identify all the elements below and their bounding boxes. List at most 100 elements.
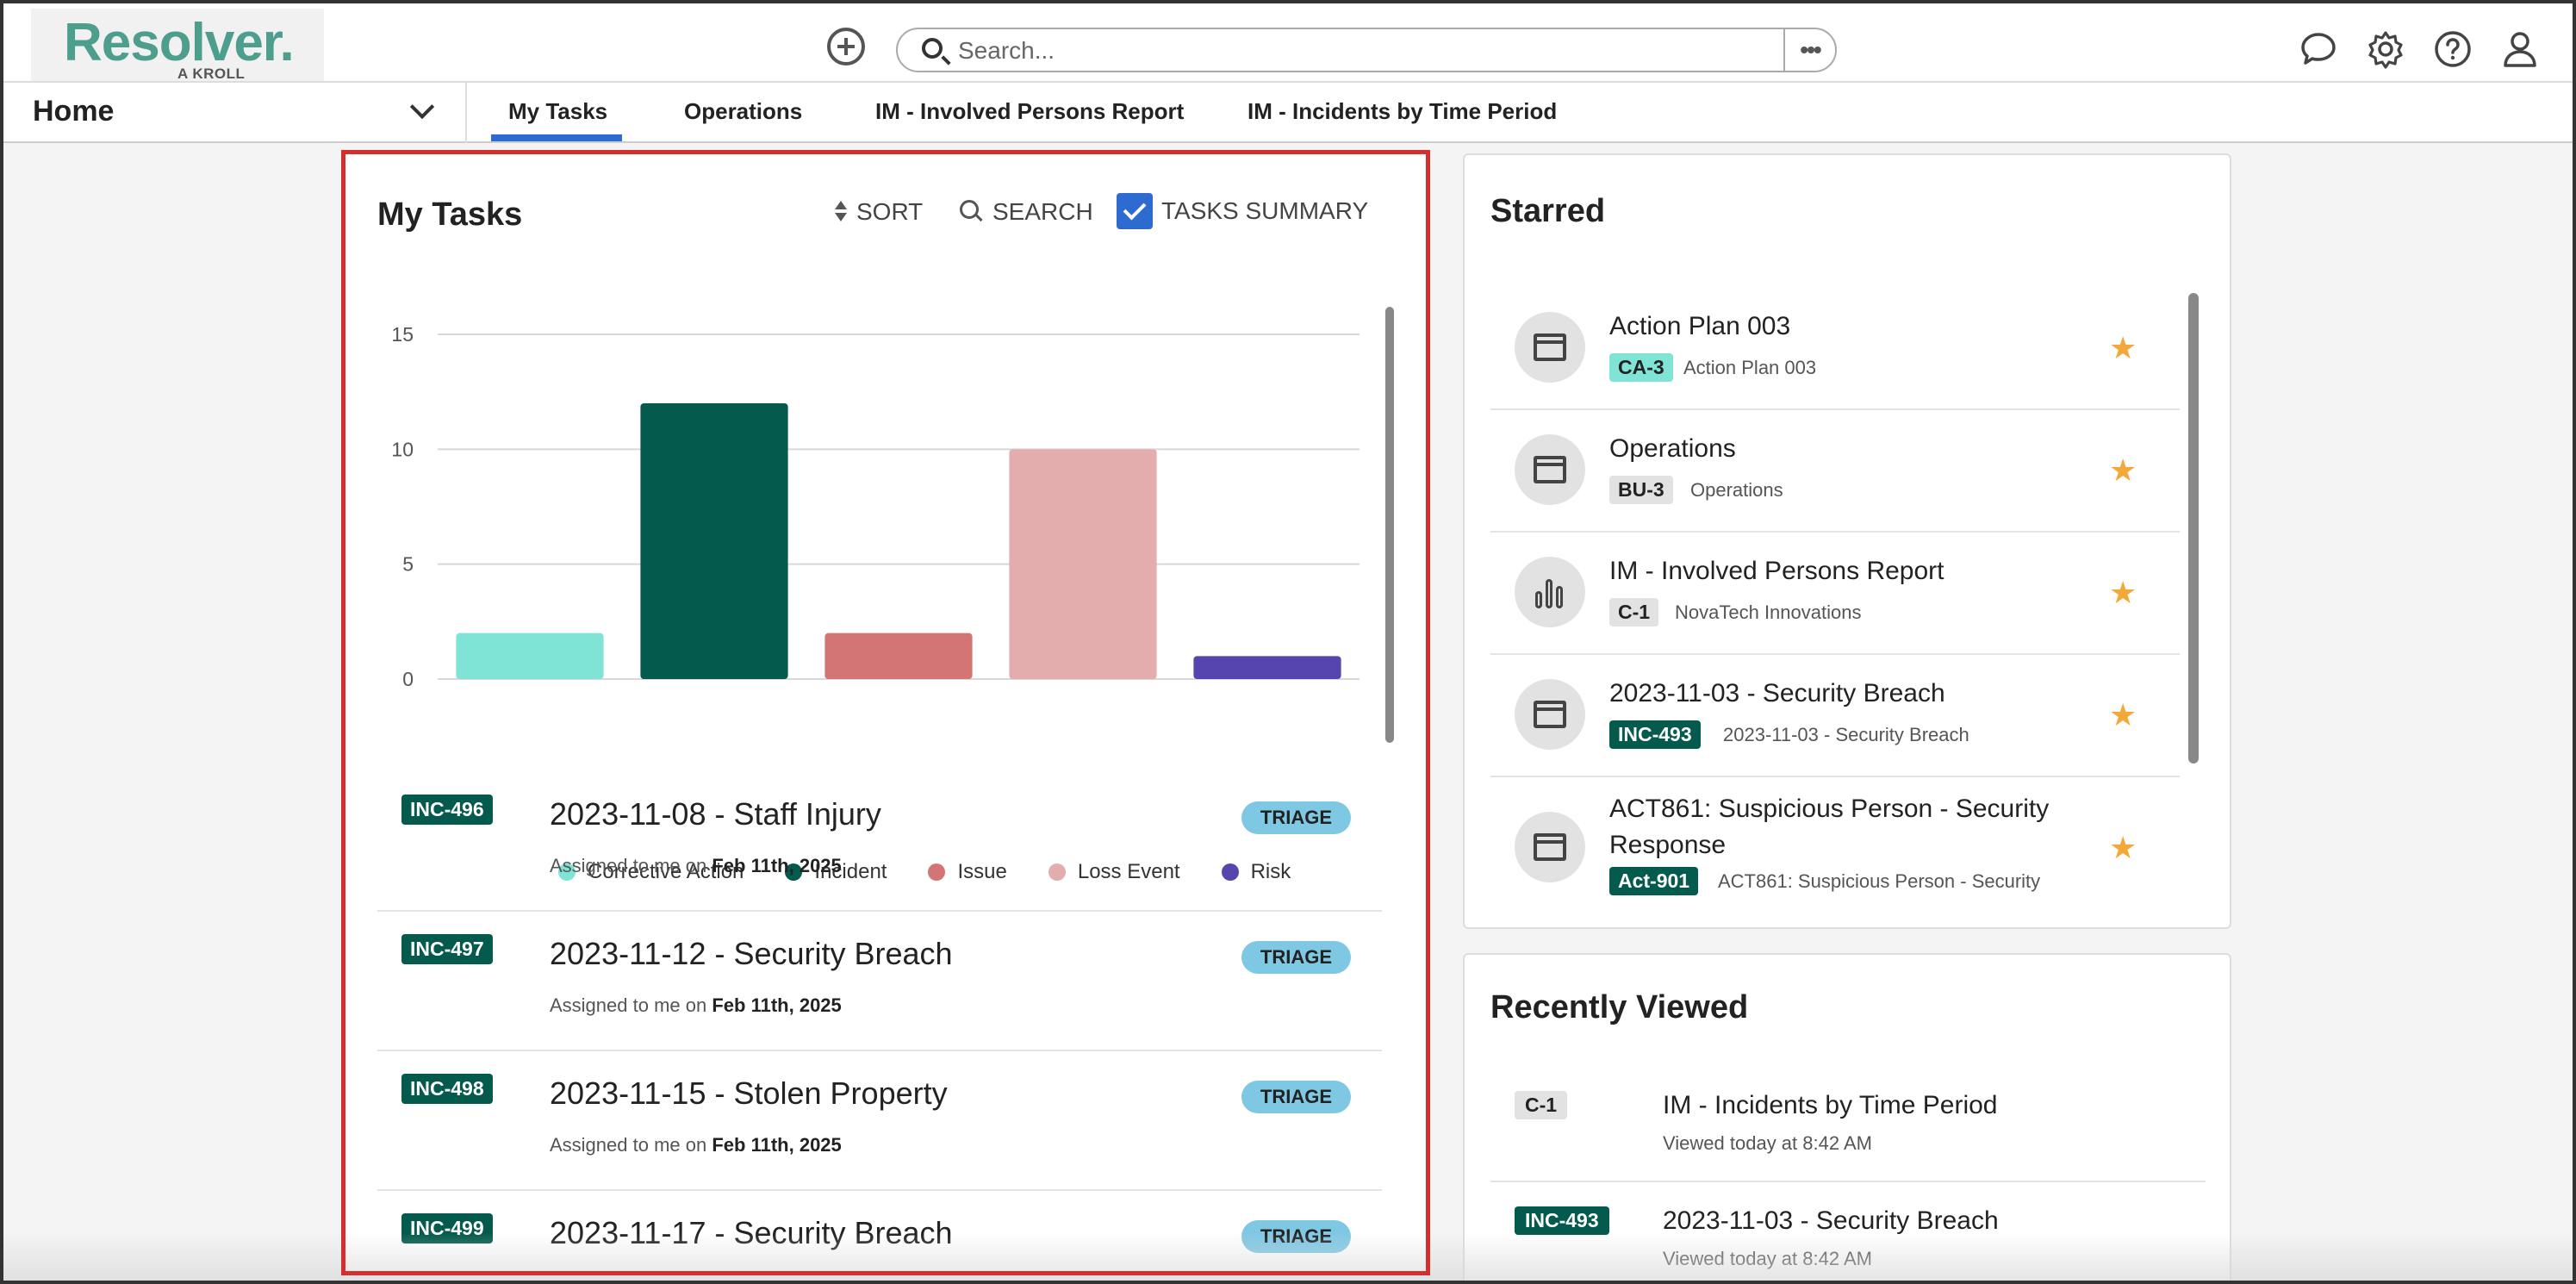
recent-item[interactable]: C-1 IM - Incidents by Time Period Viewed… <box>1490 1067 2206 1182</box>
task-code-badge: INC-497 <box>401 934 493 964</box>
legend-item[interactable]: Risk <box>1221 860 1291 884</box>
starred-item-title[interactable]: IM - Involved Persons Report <box>1609 557 1944 585</box>
global-search-bar[interactable]: ••• <box>896 28 1837 72</box>
search-icon <box>922 38 943 59</box>
home-dropdown-label[interactable]: Home <box>33 95 115 128</box>
window-icon <box>1515 312 1585 383</box>
status-badge: TRIAGE <box>1241 941 1351 974</box>
starred-item-title[interactable]: 2023-11-03 - Security Breach <box>1609 679 1945 707</box>
legend-label: Incident <box>814 860 887 883</box>
recent-item[interactable]: INC-493 2023-11-03 - Security Breach Vie… <box>1490 1182 2206 1284</box>
logo-wordmark: Resolver. <box>64 13 295 72</box>
sort-icon <box>834 199 848 225</box>
legend-item[interactable]: Corrective Action <box>558 860 744 884</box>
starred-item[interactable]: 2023-11-03 - Security Breach INC-493 202… <box>1490 655 2180 777</box>
sort-label: SORT <box>856 198 924 225</box>
resolver-logo[interactable]: Resolver. A KROLL BUSINESS <box>31 9 324 99</box>
starred-item-desc: Operations <box>1690 479 1783 501</box>
add-new-icon[interactable] <box>827 28 865 65</box>
task-row[interactable]: INC-499 2023-11-17 - Security Breach TRI… <box>377 1191 1382 1274</box>
starred-item-title[interactable]: Operations <box>1609 434 1736 463</box>
y-tick-label: 10 <box>391 438 414 460</box>
legend-label: Issue <box>957 860 1007 883</box>
chevron-down-icon[interactable] <box>409 94 435 120</box>
starred-item[interactable]: IM - Involved Persons Report C-1 NovaTec… <box>1490 533 2180 655</box>
tasks-bar-chart: 0 5 10 15 <box>391 323 1360 690</box>
starred-item-code: CA-3 <box>1609 353 1673 382</box>
user-icon[interactable] <box>2500 29 2540 69</box>
starred-item-title[interactable]: ACT861: Suspicious Person - Security Res… <box>1609 795 2050 859</box>
bar-incident[interactable] <box>640 403 788 679</box>
legend-item[interactable]: Loss Event <box>1048 860 1180 884</box>
bar-chart-icon <box>1515 557 1585 627</box>
recent-item-title[interactable]: IM - Incidents by Time Period <box>1663 1091 1998 1119</box>
starred-item-code: BU-3 <box>1609 476 1673 504</box>
legend-swatch <box>785 863 803 881</box>
starred-item[interactable]: ACT861: Suspicious Person - Security Res… <box>1490 777 2180 898</box>
tab-my-tasks[interactable]: My Tasks <box>508 98 608 124</box>
tab-involved-persons-report[interactable]: IM - Involved Persons Report <box>875 98 1185 124</box>
help-icon[interactable] <box>2433 29 2473 69</box>
task-row[interactable]: INC-496 2023-11-08 - Staff Injury Assign… <box>377 772 1382 912</box>
recent-item-code: INC-493 <box>1515 1206 1609 1235</box>
window-icon <box>1515 679 1585 750</box>
task-row[interactable]: INC-498 2023-11-15 - Stolen Property Ass… <box>377 1051 1382 1191</box>
star-icon[interactable]: ★ <box>2109 330 2137 365</box>
bar-corrective-action[interactable] <box>456 633 604 679</box>
y-tick-label: 15 <box>391 323 414 346</box>
bar-risk[interactable] <box>1193 656 1341 679</box>
tasks-scrollbar-thumb[interactable] <box>1385 307 1394 743</box>
legend-label: Loss Event <box>1077 860 1180 883</box>
more-options-button[interactable]: ••• <box>1783 29 1835 71</box>
star-icon[interactable]: ★ <box>2109 830 2137 865</box>
legend-swatch <box>558 863 576 881</box>
legend-item[interactable]: Issue <box>928 860 1007 884</box>
y-tick-label: 0 <box>402 668 414 690</box>
task-title[interactable]: 2023-11-15 - Stolen Property <box>550 1075 948 1111</box>
bar-issue[interactable] <box>824 633 973 679</box>
gear-icon[interactable] <box>2366 29 2405 69</box>
star-icon[interactable]: ★ <box>2109 575 2137 610</box>
active-tab-indicator <box>491 134 622 141</box>
recent-item-title[interactable]: 2023-11-03 - Security Breach <box>1663 1206 1999 1235</box>
starred-title: Starred <box>1490 193 1606 229</box>
starred-item-title[interactable]: Action Plan 003 <box>1609 312 1791 340</box>
dashboard-nav: Home My Tasks Operations IM - Involved P… <box>3 83 2573 143</box>
task-title[interactable]: 2023-11-08 - Staff Injury <box>550 796 881 832</box>
starred-item[interactable]: Action Plan 003 CA-3 Action Plan 003 ★ <box>1490 288 2180 410</box>
sort-button[interactable]: SORT <box>834 198 923 226</box>
legend-swatch <box>928 863 946 881</box>
nav-divider <box>465 83 467 143</box>
legend-swatch <box>1048 863 1066 881</box>
starred-item[interactable]: Operations BU-3 Operations ★ <box>1490 410 2180 533</box>
search-tasks-button[interactable]: SEARCH <box>960 198 1093 226</box>
starred-item-desc: Action Plan 003 <box>1683 357 1817 378</box>
star-icon[interactable]: ★ <box>2109 452 2137 488</box>
recent-item-code: C-1 <box>1515 1091 1568 1119</box>
recent-item-viewed: Viewed today at 8:42 AM <box>1663 1132 1872 1154</box>
star-icon[interactable]: ★ <box>2109 697 2137 732</box>
task-code-badge: INC-498 <box>401 1074 493 1104</box>
starred-scrollbar-thumb[interactable] <box>2188 293 2199 764</box>
task-code-badge: INC-499 <box>401 1213 493 1243</box>
task-row[interactable]: INC-497 2023-11-12 - Security Breach Ass… <box>377 912 1382 1051</box>
search-input[interactable] <box>958 34 1785 67</box>
chat-icon[interactable] <box>2299 29 2338 69</box>
starred-item-desc: 2023-11-03 - Security Breach <box>1723 724 1969 745</box>
starred-panel: Starred Action Plan 003 CA-3 Action Plan… <box>1463 153 2231 929</box>
task-title[interactable]: 2023-11-17 - Security Breach <box>550 1215 953 1250</box>
task-title[interactable]: 2023-11-12 - Security Breach <box>550 936 953 971</box>
tasks-summary-checkbox[interactable] <box>1117 193 1153 229</box>
starred-item-code: C-1 <box>1609 598 1659 626</box>
tab-operations[interactable]: Operations <box>684 98 803 124</box>
tasks-summary-label: TASKS SUMMARY <box>1161 197 1369 224</box>
task-assigned-text: Assigned to me on Feb 11th, 2025 <box>550 855 842 876</box>
window-icon <box>1515 812 1585 882</box>
legend-item[interactable]: Incident <box>785 860 887 884</box>
window-icon <box>1515 434 1585 505</box>
tasks-summary-toggle[interactable]: TASKS SUMMARY <box>1117 193 1368 229</box>
recent-item-viewed: Viewed today at 8:42 AM <box>1663 1248 1872 1269</box>
tab-incidents-by-time-period[interactable]: IM - Incidents by Time Period <box>1248 98 1558 124</box>
bar-loss-event[interactable] <box>1009 449 1157 679</box>
task-assigned-text: Assigned to me on Feb 11th, 2025 <box>550 994 842 1016</box>
